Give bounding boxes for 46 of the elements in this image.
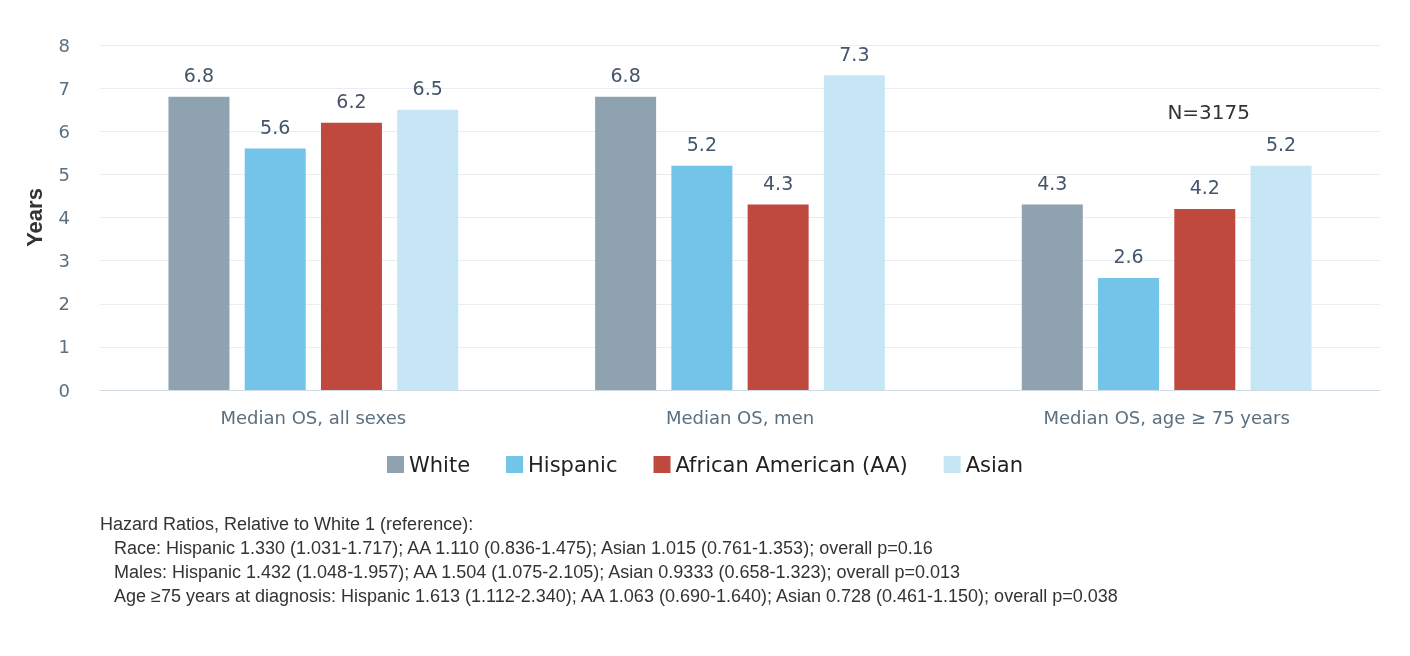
y-tick-label: 7 xyxy=(58,77,70,99)
bar xyxy=(671,165,733,390)
bar xyxy=(747,204,809,390)
x-tick-label: Median OS, men xyxy=(665,406,815,428)
legend-label: White xyxy=(408,452,471,477)
y-tick-label: 2 xyxy=(58,293,70,315)
data-label: 6.8 xyxy=(610,64,641,87)
x-tick-label: Median OS, all sexes xyxy=(220,406,407,428)
data-label: 4.2 xyxy=(1189,176,1220,199)
data-label: 2.6 xyxy=(1113,245,1144,268)
bar xyxy=(823,75,885,390)
bar xyxy=(1174,208,1236,390)
legend-label: African American (AA) xyxy=(675,452,908,477)
y-tick-label: 8 xyxy=(58,34,70,56)
data-label: 6.2 xyxy=(336,90,367,113)
bar xyxy=(320,122,382,390)
y-tick-label: 4 xyxy=(58,207,70,228)
y-tick-label: 3 xyxy=(58,250,70,272)
data-label: 4.3 xyxy=(763,172,794,195)
text: Males: Hispanic 1.432 (1.048-1.957); AA 1.504 (1.075-2.105); Asian 0.9333 (0.658-1.323); overall p=0.013 xyxy=(113,561,962,584)
text: Race: Hispanic 1.330 (1.031-1.717); AA 1.110 (0.836-1.475); Asian 1.015 (0.761-1.353); overall p=0.16 xyxy=(113,537,934,560)
data-label: 5.6 xyxy=(260,116,291,138)
y-tick-label: 0 xyxy=(58,379,70,401)
data-label: 5.2 xyxy=(1265,133,1297,156)
text: Age ≥75 years at diagnosis: Hispanic 1.613 (1.112-2.340); AA 1.063 (0.690-1.640); Asian 0.728 (0.461-1.150); overall p=0.038 xyxy=(113,585,1119,608)
bar xyxy=(397,109,459,390)
y-tick-label: 6 xyxy=(58,120,70,142)
data-label: 5.2 xyxy=(686,133,717,156)
data-label: 4.3 xyxy=(1037,172,1068,195)
bar xyxy=(1250,165,1312,390)
bar xyxy=(168,96,230,390)
x-tick-label: Median OS, age ≥ 75 years xyxy=(1043,406,1290,428)
annotation: N=3175 xyxy=(1167,100,1251,124)
bar xyxy=(1098,277,1160,390)
bar xyxy=(595,96,657,390)
data-label: 7.3 xyxy=(839,42,870,65)
y-tick-label: 5 xyxy=(58,163,70,185)
y-axis-title: Years xyxy=(21,188,47,247)
data-label: 6.8 xyxy=(183,64,215,87)
bar xyxy=(244,148,306,390)
bar xyxy=(1021,204,1083,390)
y-tick-label: 1 xyxy=(58,336,70,358)
data-label: 6.5 xyxy=(412,77,443,100)
text: Hazard Ratios, Relative to White 1 (reference): xyxy=(100,513,475,536)
legend-label: Hispanic xyxy=(528,452,618,477)
legend-label: Asian xyxy=(965,452,1024,477)
